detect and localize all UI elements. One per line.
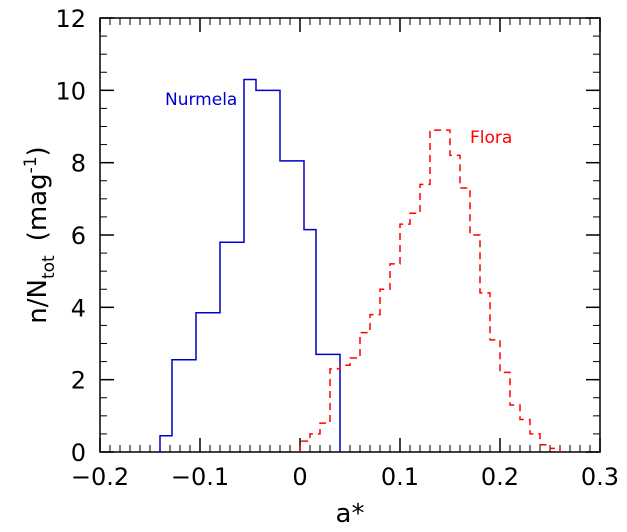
flora-label: Flora xyxy=(470,128,512,148)
y-tick-label: 10 xyxy=(55,77,86,105)
flora-bin xyxy=(340,365,350,452)
nurmela-bin xyxy=(304,230,316,452)
x-axis-title: a* xyxy=(336,499,365,529)
flora-bin xyxy=(490,340,500,452)
flora-bin xyxy=(300,441,310,452)
y-axis-title-main: n/N xyxy=(23,279,53,324)
flora-bin xyxy=(430,130,440,452)
nurmela-bin xyxy=(196,313,208,452)
nurmela-bin xyxy=(208,313,220,452)
nurmela-bin xyxy=(256,90,268,452)
flora-bin xyxy=(350,358,360,452)
y-axis-title-unit-close: ) xyxy=(23,146,53,156)
y-tick-label: 4 xyxy=(71,294,86,322)
flora-bin xyxy=(550,448,560,452)
flora-bin xyxy=(470,235,480,452)
x-tick-label: 0.1 xyxy=(381,463,419,491)
nurmela-bin xyxy=(292,161,304,452)
series-nurmela xyxy=(159,78,341,452)
flora-bin xyxy=(460,188,470,452)
flora-bin xyxy=(530,434,540,452)
flora-bin xyxy=(370,315,380,452)
flora-bin xyxy=(450,155,460,452)
nurmela-bin xyxy=(220,242,232,452)
flora-bin xyxy=(360,333,370,452)
nurmela-bin xyxy=(268,90,280,452)
flora-bin xyxy=(310,434,320,452)
flora-histogram-line xyxy=(299,129,561,452)
series-flora xyxy=(299,129,561,452)
flora-bin xyxy=(510,405,520,452)
major-ticks xyxy=(99,17,601,453)
flora-bin xyxy=(500,372,510,452)
flora-bin xyxy=(480,293,490,452)
y-axis-title-subscript: tot xyxy=(39,255,59,279)
series-labels: Nurmela Flora xyxy=(165,90,512,148)
x-tick-label: −0.2 xyxy=(71,463,129,491)
nurmela-label: Nurmela xyxy=(165,90,237,110)
x-tick-label: 0.3 xyxy=(581,463,619,491)
flora-bin xyxy=(420,184,430,452)
y-tick-label: 12 xyxy=(55,5,86,33)
flora-bin xyxy=(540,445,550,452)
flora-bin xyxy=(440,130,450,452)
flora-bin xyxy=(390,264,400,452)
y-tick-labels: 0 2 4 6 8 10 12 xyxy=(55,5,86,467)
nurmela-histogram-line xyxy=(159,78,341,452)
flora-bin xyxy=(400,224,410,452)
nurmela-bin xyxy=(280,161,292,452)
nurmela-bin xyxy=(232,242,244,452)
flora-bin xyxy=(320,423,330,452)
y-tick-label: 0 xyxy=(71,439,86,467)
y-tick-label: 8 xyxy=(71,150,86,178)
y-axis-title-unit: (mag xyxy=(23,173,53,241)
y-axis-title: n/Ntot (mag-1) xyxy=(21,146,59,323)
nurmela-bin xyxy=(244,79,256,452)
y-tick-label: 6 xyxy=(71,222,86,250)
x-tick-labels: −0.2 −0.1 0 0.1 0.2 0.3 xyxy=(71,463,619,491)
nurmela-bin xyxy=(172,360,184,452)
y-tick-label: 2 xyxy=(71,367,86,395)
series-layer xyxy=(159,78,561,452)
nurmela-bin xyxy=(160,436,172,452)
y-axis-title-unit-exponent: -1 xyxy=(21,156,41,173)
flora-bin xyxy=(330,369,340,452)
flora-bin xyxy=(410,213,420,452)
flora-bin xyxy=(520,419,530,452)
flora-bin xyxy=(380,289,390,452)
x-tick-label: −0.1 xyxy=(171,463,229,491)
nurmela-bin xyxy=(184,360,196,452)
x-tick-label: 0.2 xyxy=(481,463,519,491)
x-tick-label: 0 xyxy=(292,463,307,491)
